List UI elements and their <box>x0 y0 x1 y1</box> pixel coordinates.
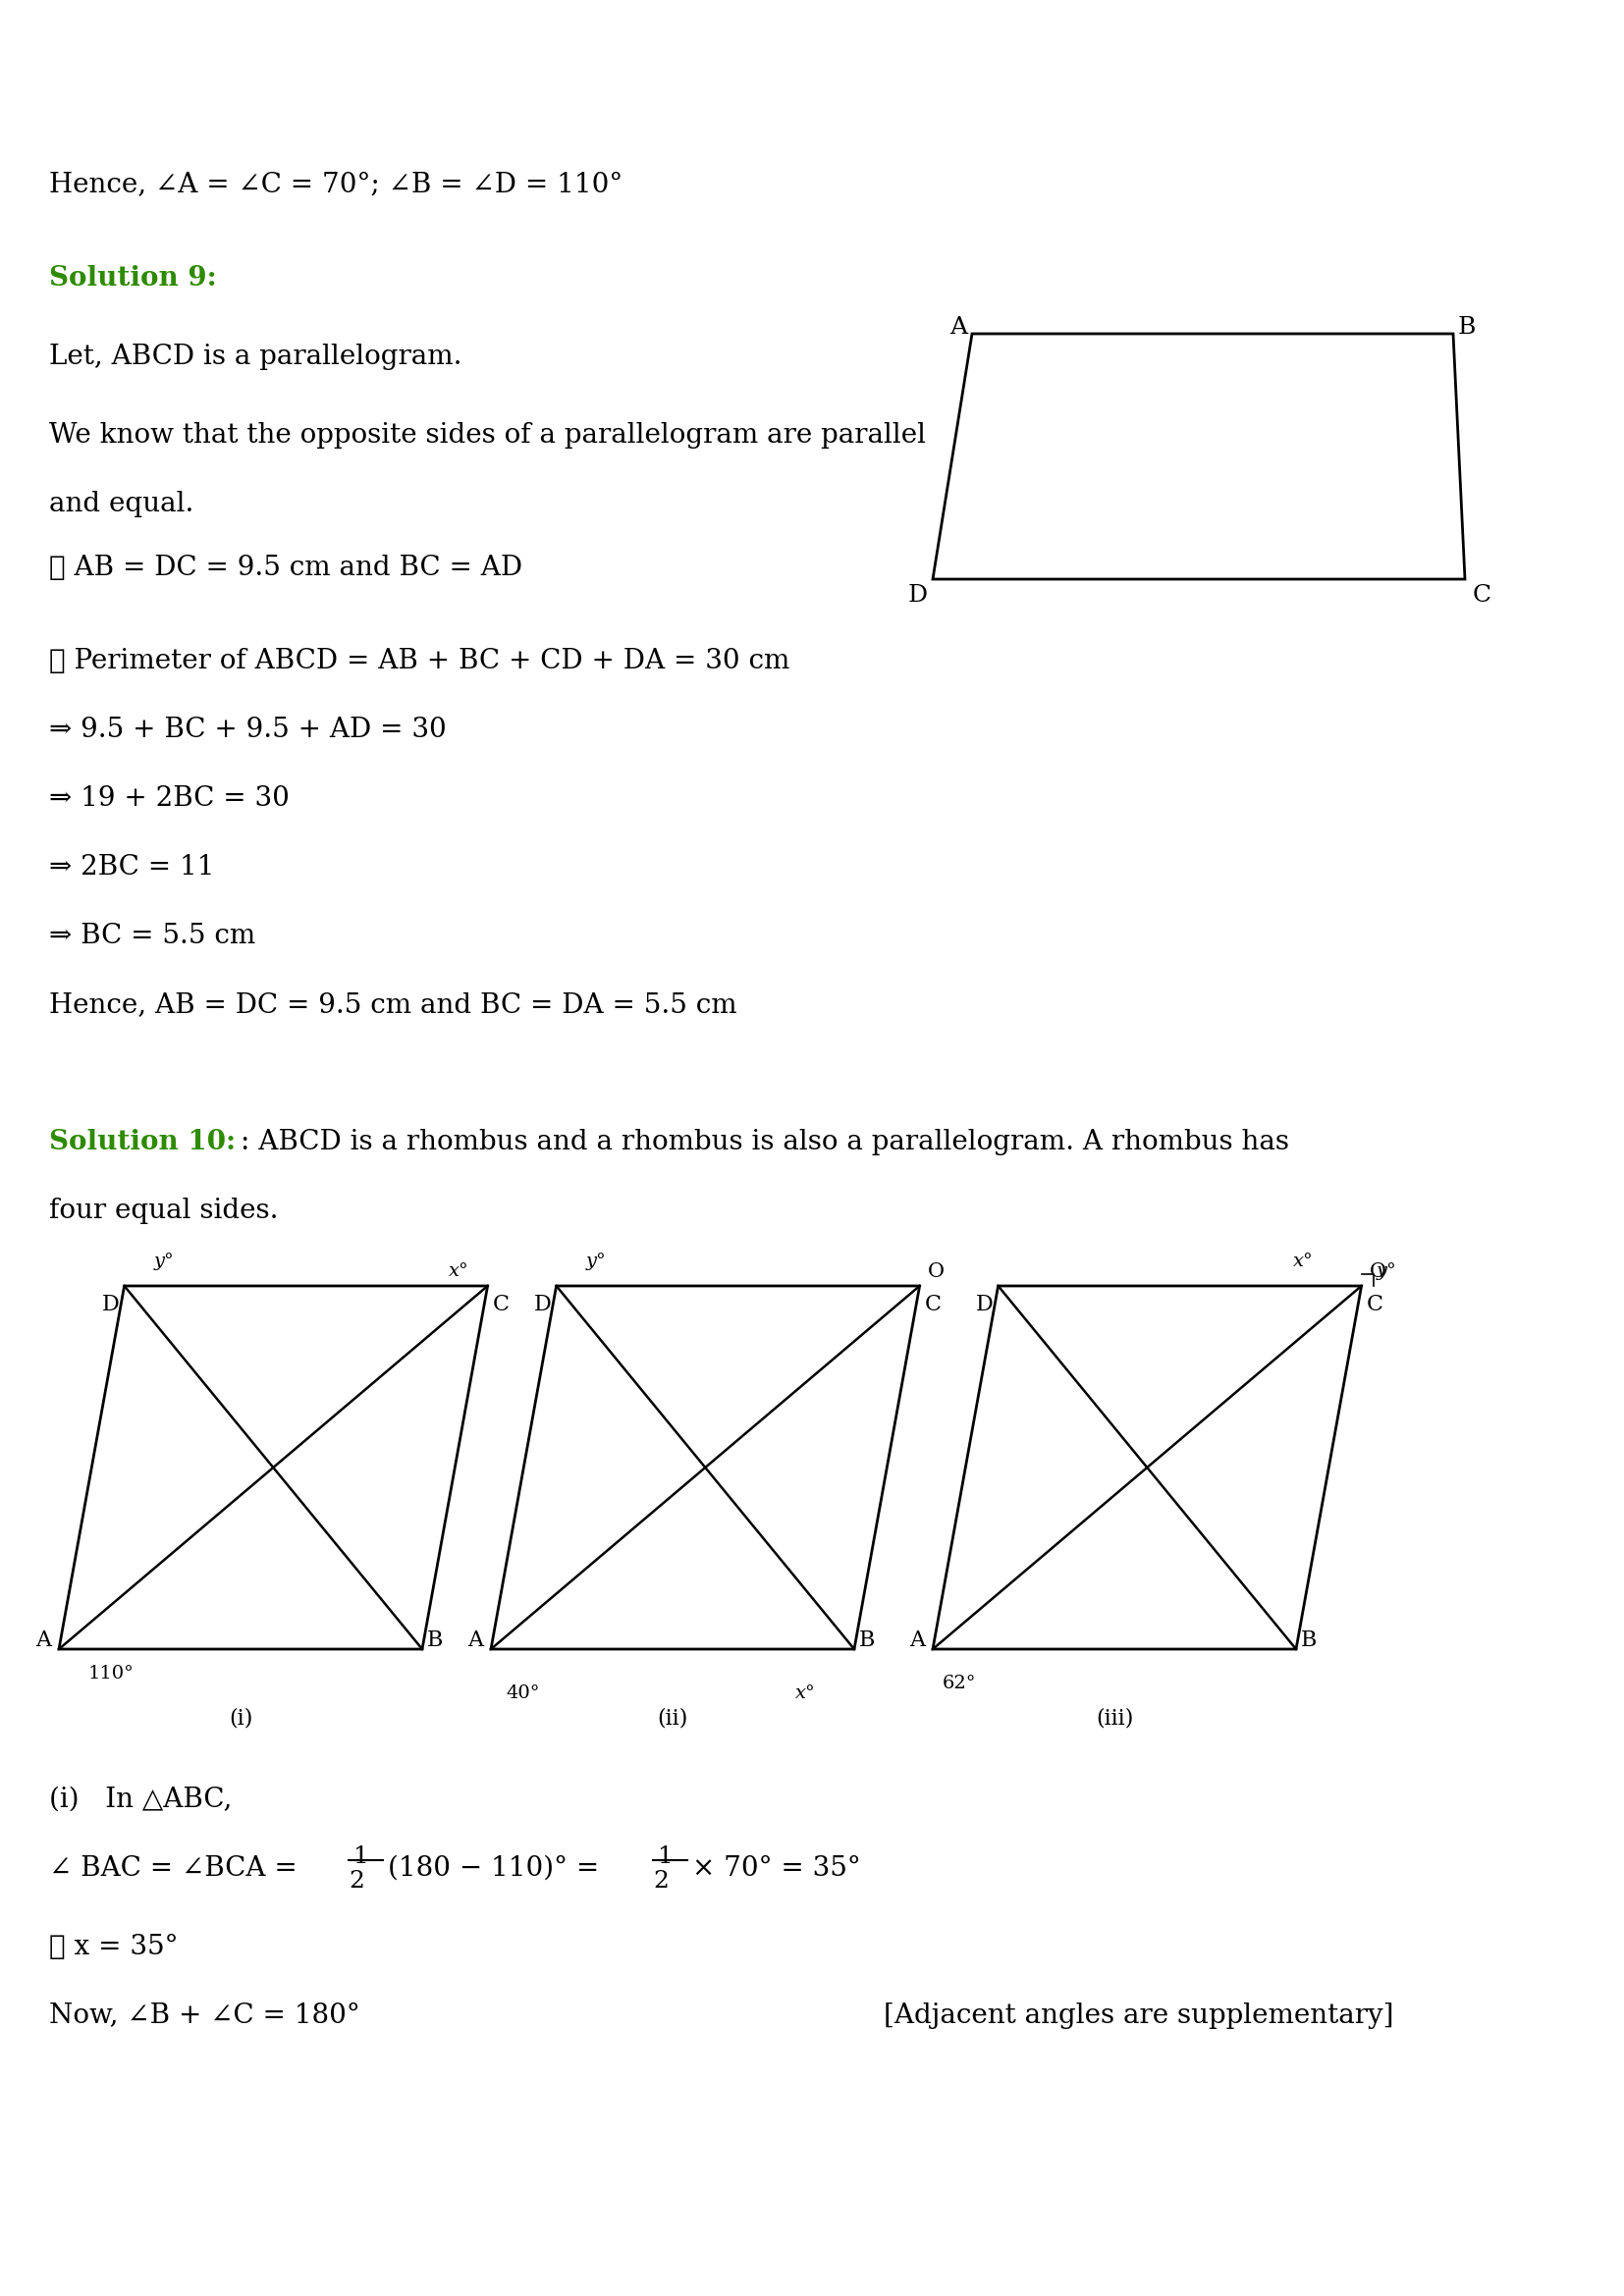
Text: and equal.: and equal. <box>49 491 193 517</box>
Text: y°: y° <box>586 1254 606 1270</box>
Text: A: A <box>950 317 968 338</box>
Text: ⇒ BC = 5.5 cm: ⇒ BC = 5.5 cm <box>49 923 255 948</box>
Text: ∴ x = 35°: ∴ x = 35° <box>49 1933 179 1961</box>
Text: (180 − 110)° =: (180 − 110)° = <box>388 1855 607 1883</box>
Text: C: C <box>492 1293 510 1316</box>
Text: 110°: 110° <box>88 1665 135 1683</box>
Text: x°: x° <box>1293 1254 1314 1270</box>
Text: (ii): (ii) <box>658 1708 689 1729</box>
Text: four equal sides.: four equal sides. <box>49 1199 278 1224</box>
Text: ∴ Perimeter of ABCD = AB + BC + CD + DA = 30 cm: ∴ Perimeter of ABCD = AB + BC + CD + DA … <box>49 647 789 675</box>
Text: 1: 1 <box>658 1846 674 1869</box>
Text: x°: x° <box>448 1263 469 1281</box>
Text: C: C <box>924 1293 942 1316</box>
Text: RS Aggarwal Solutions: RS Aggarwal Solutions <box>645 64 979 92</box>
Text: 40°: 40° <box>505 1685 539 1701</box>
Text: × 70° = 35°: × 70° = 35° <box>692 1855 861 1883</box>
Text: Study Path: Study Path <box>57 119 154 138</box>
Text: Class IX: Class IX <box>758 16 866 41</box>
Text: ∴ AB = DC = 9.5 cm and BC = AD: ∴ AB = DC = 9.5 cm and BC = AD <box>49 556 523 581</box>
Text: A: A <box>909 1630 926 1651</box>
Text: 1: 1 <box>354 1846 369 1869</box>
Text: Now, ∠B + ∠C = 180°: Now, ∠B + ∠C = 180° <box>49 2002 361 2030</box>
Text: x°: x° <box>796 1685 815 1701</box>
Text: 2: 2 <box>653 1869 669 1892</box>
Text: : ABCD is a rhombus and a rhombus is also a parallelogram. A rhombus has: : ABCD is a rhombus and a rhombus is als… <box>240 1130 1289 1155</box>
Text: C: C <box>1473 583 1491 606</box>
Text: ⇒ 9.5 + BC + 9.5 + AD = 30: ⇒ 9.5 + BC + 9.5 + AD = 30 <box>49 716 447 744</box>
Text: D: D <box>102 1293 120 1316</box>
Text: Chapter 10: Quadrilaterals: Chapter 10: Quadrilaterals <box>617 117 1007 145</box>
Text: B: B <box>859 1630 875 1651</box>
Text: Solution 9:: Solution 9: <box>49 264 216 292</box>
Text: y°: y° <box>154 1254 174 1270</box>
Text: Page 6 of 19: Page 6 of 19 <box>731 2250 893 2273</box>
Text: [Adjacent angles are supplementary]: [Adjacent angles are supplementary] <box>883 2002 1393 2030</box>
Text: Solution 10:: Solution 10: <box>49 1130 235 1155</box>
Text: C: C <box>1366 1293 1384 1316</box>
Text: O: O <box>1369 1263 1385 1281</box>
Text: ∠ BAC = ∠BCA =: ∠ BAC = ∠BCA = <box>49 1855 305 1883</box>
Text: B: B <box>1458 317 1476 338</box>
Text: We know that the opposite sides of a parallelogram are parallel: We know that the opposite sides of a par… <box>49 422 926 448</box>
Text: A: A <box>36 1630 50 1651</box>
Text: A: A <box>468 1630 482 1651</box>
Text: B: B <box>1301 1630 1317 1651</box>
Text: Hence, AB = DC = 9.5 cm and BC = DA = 5.5 cm: Hence, AB = DC = 9.5 cm and BC = DA = 5.… <box>49 992 737 1017</box>
Text: 62°: 62° <box>942 1674 976 1692</box>
Text: 2: 2 <box>349 1869 364 1892</box>
Text: D: D <box>976 1293 994 1316</box>
Text: (i)   In △ABC,: (i) In △ABC, <box>49 1786 232 1814</box>
Text: (iii): (iii) <box>1096 1708 1134 1729</box>
Text: B: B <box>427 1630 443 1651</box>
Text: Let, ABCD is a parallelogram.: Let, ABCD is a parallelogram. <box>49 344 461 370</box>
Text: ⇒ 2BC = 11: ⇒ 2BC = 11 <box>49 854 214 879</box>
Text: ⇒ 19 + 2BC = 30: ⇒ 19 + 2BC = 30 <box>49 785 289 813</box>
Text: D: D <box>908 583 927 606</box>
Text: Hence, ∠A = ∠C = 70°; ∠B = ∠D = 110°: Hence, ∠A = ∠C = 70°; ∠B = ∠D = 110° <box>49 172 622 197</box>
Text: y°: y° <box>1376 1263 1397 1281</box>
Text: (i): (i) <box>229 1708 252 1729</box>
Text: D: D <box>534 1293 552 1316</box>
Text: O: O <box>927 1263 944 1281</box>
